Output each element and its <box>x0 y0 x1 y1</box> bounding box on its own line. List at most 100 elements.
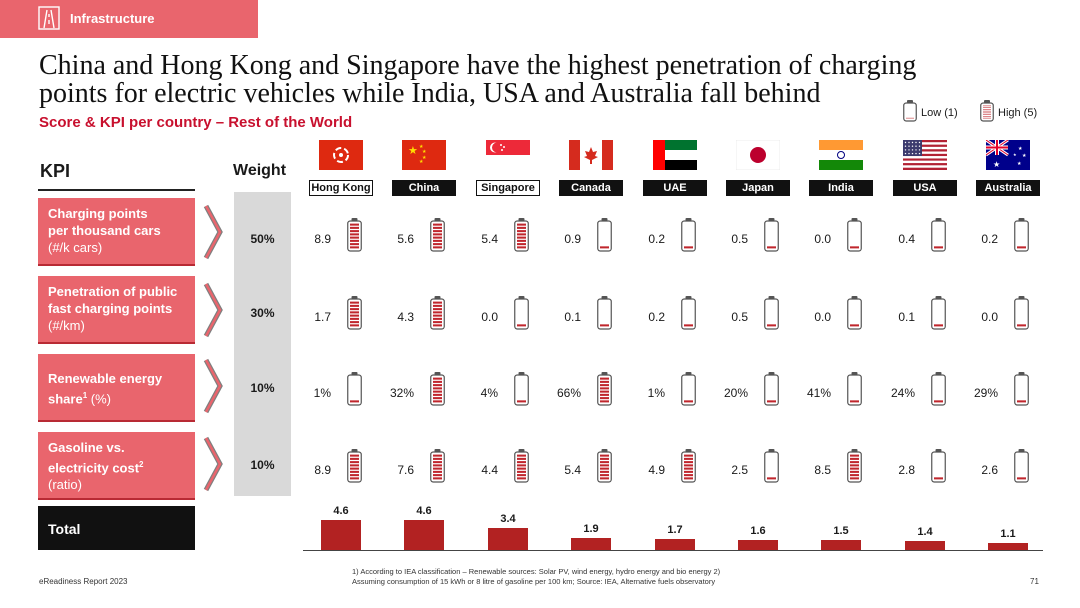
battery-score-icon <box>764 372 779 411</box>
weight-header: Weight <box>233 162 287 179</box>
battery-score-icon <box>347 218 362 257</box>
footnote-ref: 2 <box>139 460 144 469</box>
kpi-value: 5.4 <box>564 463 581 477</box>
kpi-value: 4% <box>480 386 498 400</box>
legend-low: Low (1) <box>903 100 958 125</box>
kpi-value: 29% <box>973 386 998 400</box>
svg-text:★: ★ <box>422 149 427 155</box>
total-value-label: 1.7 <box>667 524 683 536</box>
total-label: Total <box>38 506 195 550</box>
total-bar <box>488 528 528 550</box>
svg-text:★: ★ <box>993 160 1000 169</box>
total-value-label: 4.6 <box>333 505 349 517</box>
total-value-label: 1.4 <box>917 526 933 538</box>
kpi-value: 4.3 <box>397 310 414 324</box>
kpi-value: 32% <box>389 386 414 400</box>
svg-text:★: ★ <box>1018 146 1023 152</box>
kpi-line: share <box>48 391 83 407</box>
page-title: China and Hong Kong and Singapore have t… <box>39 50 917 109</box>
battery-score-icon <box>430 296 445 335</box>
battery-score-icon <box>931 218 946 257</box>
page-subtitle: Score & KPI per country – Rest of the Wo… <box>39 114 353 131</box>
battery-score-icon <box>764 218 779 257</box>
battery-score-icon <box>347 449 362 488</box>
kpi-value: 0.2 <box>981 232 998 246</box>
kpi-value: 7.6 <box>397 463 414 477</box>
svg-text:★: ★ <box>1017 161 1022 167</box>
svg-text:★: ★ <box>422 155 427 161</box>
kpi-value: 0.5 <box>731 310 748 324</box>
flag-singapore-icon <box>486 140 530 170</box>
kpi-row-gasoline-cost: Gasoline vs. electricity cost2 (ratio) <box>38 432 195 500</box>
footnote-2: Assuming consumption of 15 kWh or 8 litr… <box>352 577 716 586</box>
kpi-value: 0.2 <box>648 310 665 324</box>
kpi-line: electricity cost <box>48 460 140 476</box>
country-name: China <box>392 180 456 196</box>
battery-score-icon <box>514 296 529 335</box>
kpi-unit: (#/km) <box>48 318 85 333</box>
total-bar <box>655 539 695 550</box>
kpi-header: KPI <box>40 161 71 181</box>
chevron-arrows <box>203 204 223 492</box>
flag-canada-icon <box>569 140 613 170</box>
page-number: 71 <box>1030 577 1039 586</box>
country-name: Canada <box>559 180 623 196</box>
total-value-label: 4.6 <box>416 505 432 517</box>
battery-score-icon <box>1014 218 1029 257</box>
battery-score-icon <box>931 372 946 411</box>
kpi-value: 0.0 <box>981 310 998 324</box>
battery-score-icon <box>597 449 612 488</box>
total-value-label: 1.5 <box>833 525 849 537</box>
kpi-line: Renewable energy <box>48 371 163 386</box>
total-bar <box>821 540 861 550</box>
footnotes: 1) According to IEA classification – Ren… <box>352 567 720 587</box>
kpi-line: per thousand cars <box>48 223 161 238</box>
total-axis <box>303 550 1043 551</box>
total-value-label: 1.6 <box>750 525 766 537</box>
battery-score-icon <box>430 218 445 257</box>
legend-high-label: High (5) <box>998 106 1038 119</box>
legend-low-label: Low (1) <box>921 106 958 119</box>
total-bar <box>404 520 444 550</box>
battery-score-icon <box>514 372 529 411</box>
weight-value: 50% <box>250 232 275 246</box>
battery-high-icon <box>980 100 994 125</box>
kpi-value: 41% <box>806 386 831 400</box>
kpi-value: 4.9 <box>648 463 665 477</box>
battery-score-icon <box>430 372 445 411</box>
kpi-line: fast charging points <box>48 301 173 316</box>
kpi-value: 0.0 <box>481 310 498 324</box>
battery-score-icon <box>430 449 445 488</box>
kpi-value: 66% <box>556 386 581 400</box>
kpi-value: 0.4 <box>898 232 915 246</box>
battery-score-icon <box>1014 449 1029 488</box>
kpi-value: 24% <box>890 386 915 400</box>
battery-score-icon <box>514 449 529 488</box>
kpi-unit: (#/k cars) <box>48 240 103 255</box>
kpi-value: 0.0 <box>814 232 831 246</box>
flag-china-icon: ★ ★ ★ ★ ★ <box>402 140 446 170</box>
battery-score-icon <box>931 296 946 335</box>
battery-score-icon <box>764 449 779 488</box>
weight-value: 10% <box>250 381 275 395</box>
kpi-unit: (ratio) <box>48 477 82 493</box>
footnote-ref: 1 <box>82 391 88 400</box>
country-name: UAE <box>643 180 707 196</box>
total-bar <box>571 538 611 550</box>
total-bar <box>738 540 778 550</box>
battery-score-icon <box>514 218 529 257</box>
svg-text:★: ★ <box>419 159 424 165</box>
kpi-value: 1% <box>313 386 331 400</box>
country-name: Australia <box>976 180 1040 196</box>
total-value-label: 1.9 <box>583 523 599 535</box>
kpi-line: Gasoline vs. <box>48 440 125 455</box>
total-value-label: 3.4 <box>500 513 516 525</box>
battery-score-icon <box>1014 372 1029 411</box>
section-tag: Infrastructure <box>0 0 258 38</box>
report-name: eReadiness Report 2023 <box>39 577 128 586</box>
kpi-value: 20% <box>723 386 748 400</box>
country-name: USA <box>893 180 957 196</box>
kpi-value: 8.5 <box>814 463 831 477</box>
country-name: Hong Kong <box>309 180 373 196</box>
battery-score-icon <box>764 296 779 335</box>
